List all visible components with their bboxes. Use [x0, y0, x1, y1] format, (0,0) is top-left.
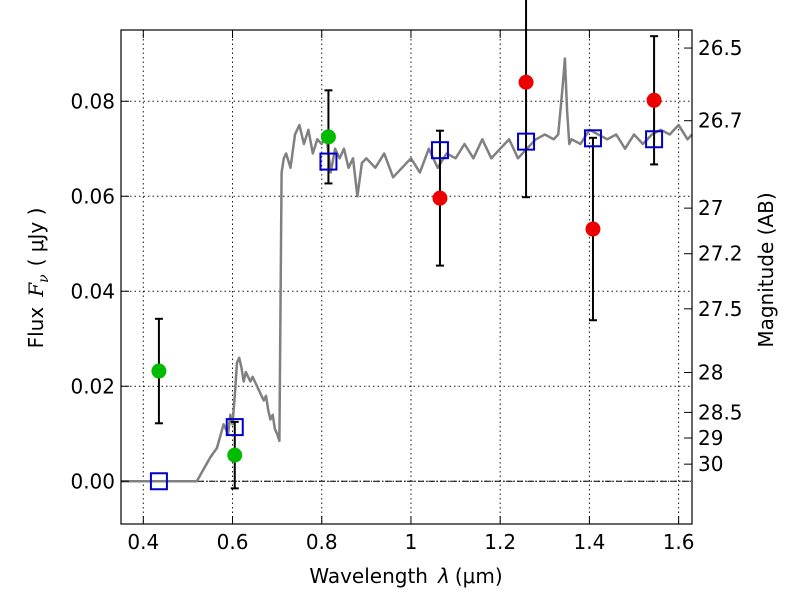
x-tick-label: 1.2	[484, 530, 516, 554]
magnitude-tick-label: 26.5	[698, 36, 743, 60]
magnitude-tick-label: 27.5	[698, 297, 743, 321]
plot-border	[120, 29, 693, 525]
red-data-point	[585, 221, 601, 237]
model-photometry-square	[517, 132, 536, 151]
grid-layer	[121, 30, 692, 524]
x-tick-label: 0.6	[217, 530, 249, 554]
x-axis-title: Wavelength λ (μm)	[309, 564, 502, 588]
x-tick-label: 0.8	[306, 530, 338, 554]
y-axis-ticks: 0.00 0.02 0.04 0.06 0.08	[70, 89, 129, 493]
y-tick-label: 0.02	[70, 374, 115, 398]
model-photometry-square	[225, 418, 244, 437]
y-tick-label: 0.00	[70, 469, 115, 493]
model-spectrum-line	[121, 57, 693, 483]
green-data-point	[320, 129, 336, 145]
magnitude-axis-title: Magnitude (AB)	[754, 192, 778, 347]
green-data-point	[151, 363, 167, 379]
model-photometry-square	[583, 129, 602, 148]
red-data-point	[432, 190, 448, 206]
magnitude-tick-label: 26.7	[698, 109, 743, 133]
green-data-point	[227, 447, 243, 463]
y-axis-title: Flux Fν ( μJy )	[24, 208, 52, 349]
y-axis-title-subscript: ν	[36, 274, 52, 283]
magnitude-tick-label: 27.2	[698, 242, 743, 266]
y-tick-label: 0.06	[70, 184, 115, 208]
plot-frame	[120, 29, 693, 525]
x-axis-title-unit: (μm)	[455, 564, 503, 588]
magnitude-tick-label: 30	[698, 452, 723, 476]
y-tick-label: 0.04	[70, 279, 115, 303]
magnitude-tick-label: 29	[698, 426, 723, 450]
points-layer	[149, 74, 664, 491]
x-tick-label: 0.4	[127, 530, 159, 554]
x-tick-label: 1.6	[663, 530, 695, 554]
y-axis-title-main: Flux	[24, 307, 48, 349]
magnitude-tick-label: 28	[698, 360, 723, 384]
x-axis-title-main: Wavelength	[309, 564, 428, 588]
red-data-point	[518, 74, 534, 90]
model-photometry-square	[319, 152, 338, 171]
y-axis-title-symbol: F	[24, 282, 48, 298]
x-tick-label: 1.4	[573, 530, 605, 554]
x-tick-label: 1	[405, 530, 418, 554]
model-photometry-square	[430, 141, 449, 160]
y-axis-title-unit: ( μJy )	[24, 208, 48, 267]
model-spectrum-layer	[121, 57, 693, 483]
y-tick-label: 0.08	[70, 89, 115, 113]
red-data-point	[646, 92, 662, 108]
model-photometry-square	[149, 472, 168, 491]
x-axis-title-symbol: λ	[437, 564, 450, 588]
model-photometry-square	[645, 130, 664, 149]
x-axis-ticks: 0.4 0.6 0.8 1 1.2 1.4 1.6	[127, 30, 695, 554]
magnitude-tick-label: 27	[698, 196, 723, 220]
magnitude-tick-label: 28.5	[698, 400, 743, 424]
